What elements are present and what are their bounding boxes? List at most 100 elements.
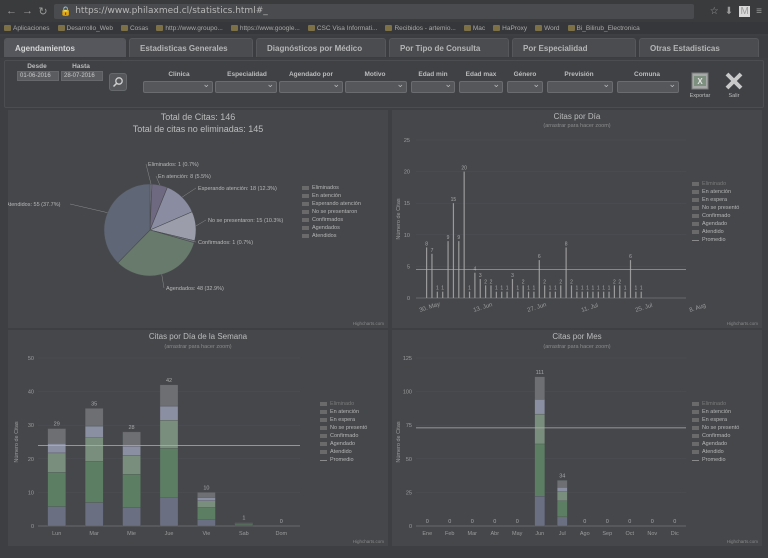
bar bbox=[603, 291, 605, 298]
legend-item[interactable]: No se presentó bbox=[320, 424, 367, 432]
download-icon[interactable]: ⬇ bbox=[724, 5, 734, 17]
search-button[interactable] bbox=[109, 73, 127, 91]
x-tick-label: Jue bbox=[165, 531, 174, 537]
legend-item[interactable]: Agendados bbox=[302, 224, 361, 232]
menu-icon[interactable]: ≡ bbox=[756, 5, 762, 17]
extension-icon[interactable]: M bbox=[739, 5, 751, 17]
legend-item[interactable]: Atendido bbox=[320, 448, 367, 456]
bar-segment bbox=[534, 399, 545, 415]
bookmark-item[interactable]: CSC Visa Informati... bbox=[307, 25, 377, 32]
motivo-label: Motivo bbox=[364, 71, 386, 78]
edad-min-select[interactable] bbox=[411, 79, 455, 93]
legend-item[interactable]: Eliminados bbox=[302, 184, 361, 192]
legend-swatch bbox=[320, 434, 327, 438]
legend-item[interactable]: En espera bbox=[692, 196, 739, 204]
legend-item[interactable]: Eliminado bbox=[692, 180, 739, 188]
pie-chart[interactable]: Eliminados: 1 (0.7%) En atención: 8 (5.5%… bbox=[8, 110, 388, 328]
legend-item[interactable]: No se presentó bbox=[692, 204, 739, 212]
legend-item[interactable]: Atendidos bbox=[302, 232, 361, 240]
bar bbox=[624, 291, 626, 298]
genero-select[interactable] bbox=[507, 79, 543, 93]
exportar-button[interactable]: X Exportar bbox=[687, 65, 713, 105]
tab-estadisticas-generales[interactable]: Estadisticas Generales bbox=[129, 38, 253, 57]
bar-data-label: 1 bbox=[468, 286, 471, 292]
legend-item[interactable]: Confirmado bbox=[320, 432, 367, 440]
especialidad-select[interactable] bbox=[215, 79, 277, 93]
legend-item[interactable]: Confirmados bbox=[302, 216, 361, 224]
tab-diagnosticos[interactable]: Diagnósticos por Médico bbox=[256, 38, 386, 57]
legend-item[interactable]: Esperando atención bbox=[302, 200, 361, 208]
star-icon[interactable]: ☆ bbox=[709, 5, 719, 17]
bar bbox=[576, 291, 578, 298]
back-icon[interactable]: ← bbox=[6, 5, 17, 17]
bar-segment bbox=[47, 428, 66, 444]
bar-segment bbox=[557, 516, 568, 527]
legend-item[interactable]: Confirmado bbox=[692, 432, 739, 440]
bookmark-item[interactable]: Recibidos - artemio... bbox=[385, 25, 456, 32]
folder-icon bbox=[156, 25, 164, 31]
bar-data-label: 35 bbox=[91, 401, 97, 407]
legend-item[interactable]: Agendado bbox=[320, 440, 367, 448]
bar-data-label: 2 bbox=[613, 279, 616, 285]
legend-item[interactable]: Eliminado bbox=[692, 400, 739, 408]
legend-item[interactable]: No se presentó bbox=[692, 424, 739, 432]
legend-swatch bbox=[320, 442, 327, 446]
pie-connector bbox=[155, 175, 161, 186]
y-tick-label: 25 bbox=[406, 490, 412, 496]
bookmark-item[interactable]: https://www.google... bbox=[230, 25, 300, 32]
legend-swatch bbox=[692, 190, 699, 194]
folder-icon bbox=[463, 25, 471, 31]
legend-item[interactable]: En espera bbox=[320, 416, 367, 424]
tab-agendamientos[interactable]: Agendamientos bbox=[4, 38, 126, 57]
reload-icon[interactable]: ↻ bbox=[38, 5, 48, 18]
legend-item[interactable]: En atención bbox=[692, 408, 739, 416]
legend-item[interactable]: En atención bbox=[692, 188, 739, 196]
bar bbox=[549, 291, 551, 298]
prevision-select[interactable] bbox=[547, 79, 613, 93]
legend-item[interactable]: Promedio bbox=[320, 456, 367, 464]
legend-item[interactable]: No se presentaron bbox=[302, 208, 361, 216]
hasta-input[interactable]: 28-07-2016 bbox=[61, 71, 103, 81]
comuna-select[interactable] bbox=[617, 79, 679, 93]
legend-item[interactable]: Promedio bbox=[692, 236, 739, 244]
bookmark-item[interactable]: Cosas bbox=[120, 25, 148, 32]
bookmark-item[interactable]: Word bbox=[535, 25, 560, 32]
bookmark-item[interactable]: HaProxy bbox=[493, 25, 527, 32]
forward-icon[interactable]: → bbox=[22, 5, 33, 17]
legend-label: Agendados bbox=[312, 225, 340, 231]
bookmark-item[interactable]: http://www.groupo... bbox=[156, 25, 223, 32]
address-bar[interactable]: 🔒 https://www.philaxmed.cl/statistics.ht… bbox=[54, 3, 694, 19]
month-chart[interactable]: 0 25 50 75 100 125 Número de Citas 0 Ene 0 Feb 0 Mar… bbox=[392, 330, 762, 546]
bookmark-item[interactable]: Bi_Bilirub_Electronica bbox=[567, 25, 640, 32]
edad-max-select[interactable] bbox=[459, 79, 503, 93]
agendado-por-select[interactable] bbox=[279, 79, 343, 93]
legend-item[interactable]: En espera bbox=[692, 416, 739, 424]
bookmark-item[interactable]: Mac bbox=[463, 25, 485, 32]
bar-data-label: 1 bbox=[592, 286, 595, 292]
bookmark-item[interactable]: Aplicaciones bbox=[4, 25, 50, 32]
tab-otras-estadisticas[interactable]: Otras Estadisticas bbox=[639, 38, 759, 57]
salir-button[interactable]: Salir bbox=[721, 65, 747, 105]
bookmark-item[interactable]: Desarrollo_Web bbox=[57, 25, 113, 32]
pie-connector bbox=[182, 187, 197, 198]
legend-item[interactable]: Eliminado bbox=[320, 400, 367, 408]
clinica-select[interactable] bbox=[143, 79, 213, 93]
legend-swatch bbox=[320, 459, 327, 461]
desde-input[interactable]: 01-06-2016 bbox=[17, 71, 59, 81]
motivo-select[interactable] bbox=[345, 79, 407, 93]
bar-data-label: 1 bbox=[640, 286, 643, 292]
legend-item[interactable]: En atención bbox=[302, 192, 361, 200]
legend-label: No se presentó bbox=[330, 425, 368, 431]
legend-item[interactable]: Promedio bbox=[692, 456, 739, 464]
legend-item[interactable]: Agendado bbox=[692, 220, 739, 228]
legend-item[interactable]: Agendado bbox=[692, 440, 739, 448]
legend-item[interactable]: Atendido bbox=[692, 448, 739, 456]
tab-especialidad[interactable]: Por Especialidad bbox=[512, 38, 636, 57]
tab-tipo-consulta[interactable]: Por Tipo de Consulta bbox=[389, 38, 509, 57]
legend-item[interactable]: Atendido bbox=[692, 228, 739, 236]
bar-data-label: 2 bbox=[543, 279, 546, 285]
legend-item[interactable]: Confirmado bbox=[692, 212, 739, 220]
legend-item[interactable]: En atención bbox=[320, 408, 367, 416]
